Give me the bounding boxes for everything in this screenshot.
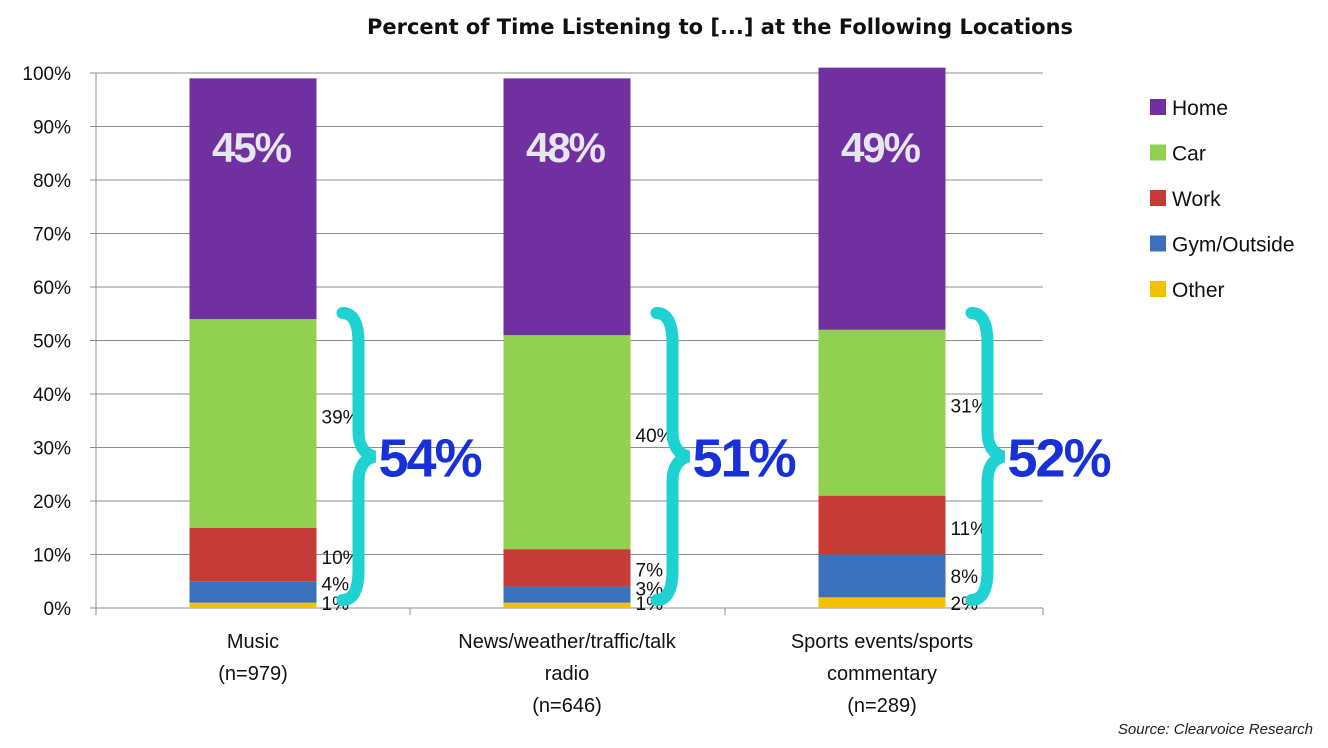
legend-swatch: [1150, 99, 1166, 115]
chart-title: Percent of Time Listening to [...] at th…: [367, 15, 1073, 39]
y-tick-label: 10%: [33, 546, 71, 567]
bar-segment-car: [818, 329, 946, 496]
legend-label: Work: [1172, 188, 1221, 211]
category-label: Sports events/sports: [791, 631, 973, 653]
away-from-home-total: 51%: [693, 429, 796, 489]
legend-label: Other: [1172, 279, 1225, 302]
bars: [189, 67, 946, 608]
y-tick-label: 80%: [33, 171, 71, 192]
home-value-label: 45%: [212, 124, 292, 171]
legend: Home Car Work Gym/Outside Other: [1150, 97, 1295, 302]
bar-segment-gym-outside: [189, 581, 317, 603]
y-tick-label: 20%: [33, 492, 71, 513]
bar-segment-gym-outside: [818, 554, 946, 598]
legend-swatch: [1150, 144, 1166, 161]
segment-value-label: 10%: [322, 548, 360, 569]
bar-segment-work: [189, 527, 317, 582]
bar-segment-work: [503, 549, 631, 587]
segment-value-label: 7%: [636, 561, 664, 582]
category-label: News/weather/traffic/talk: [458, 631, 676, 653]
y-tick-label: 100%: [22, 64, 71, 85]
y-tick-label: 70%: [33, 225, 71, 246]
bar-segment-car: [189, 319, 317, 528]
curly-bracket: [650, 307, 691, 606]
curly-bracket: [336, 307, 377, 606]
bar-segment-home: [503, 78, 631, 336]
legend-swatch: [1150, 235, 1166, 252]
category-label: Music: [227, 631, 279, 653]
category-label: commentary: [827, 663, 937, 685]
source-note: Source: Clearvoice Research: [1118, 721, 1313, 738]
segment-value-label: 8%: [951, 567, 979, 588]
data-labels: 1%4%10%39%45%1%3%7%40%48%2%8%11%31%49%: [212, 124, 989, 615]
away-from-home-total: 52%: [1008, 429, 1111, 489]
bar-segment-car: [503, 335, 631, 550]
x-axis-categories: Music (n=979) News/weather/traffic/talk rad…: [218, 631, 973, 717]
bar-segment-home: [818, 67, 946, 330]
legend-label: Home: [1172, 97, 1228, 120]
y-tick-label: 0%: [44, 599, 72, 620]
segment-value-label: 11%: [951, 519, 988, 540]
curly-bracket: [965, 307, 1006, 606]
bar-segment-other: [189, 602, 317, 608]
category-label: (n=979): [218, 663, 288, 685]
legend-label: Gym/Outside: [1172, 234, 1295, 257]
y-tick-label: 90%: [33, 118, 71, 139]
y-tick-label: 60%: [33, 278, 71, 299]
bar-segment-other: [818, 597, 946, 608]
y-tick-label: 40%: [33, 385, 71, 406]
y-tick-label: 50%: [33, 332, 71, 353]
home-value-label: 48%: [526, 124, 606, 171]
legend-swatch: [1150, 281, 1166, 297]
category-label: radio: [545, 663, 589, 685]
home-value-label: 49%: [841, 124, 921, 171]
bar-segment-other: [503, 602, 631, 608]
segment-value-label: 40%: [636, 426, 674, 447]
bar-segment-gym-outside: [503, 586, 631, 603]
bar-segment-work: [818, 495, 946, 555]
category-label: (n=289): [847, 695, 917, 717]
away-from-home-brackets: 54% 51% 52%: [336, 307, 1113, 606]
legend-label: Car: [1172, 143, 1206, 166]
y-axis: 0% 10% 20% 30% 40% 50% 60% 70% 80% 90% 100%: [22, 64, 1044, 620]
y-tick-label: 30%: [33, 439, 71, 460]
segment-value-label: 31%: [951, 397, 989, 418]
category-label: (n=646): [532, 695, 602, 717]
away-from-home-total: 54%: [379, 429, 482, 489]
segment-value-label: 39%: [322, 407, 360, 428]
bar-segment-home: [189, 78, 317, 320]
segment-value-label: 4%: [322, 574, 350, 595]
legend-swatch: [1150, 190, 1166, 206]
